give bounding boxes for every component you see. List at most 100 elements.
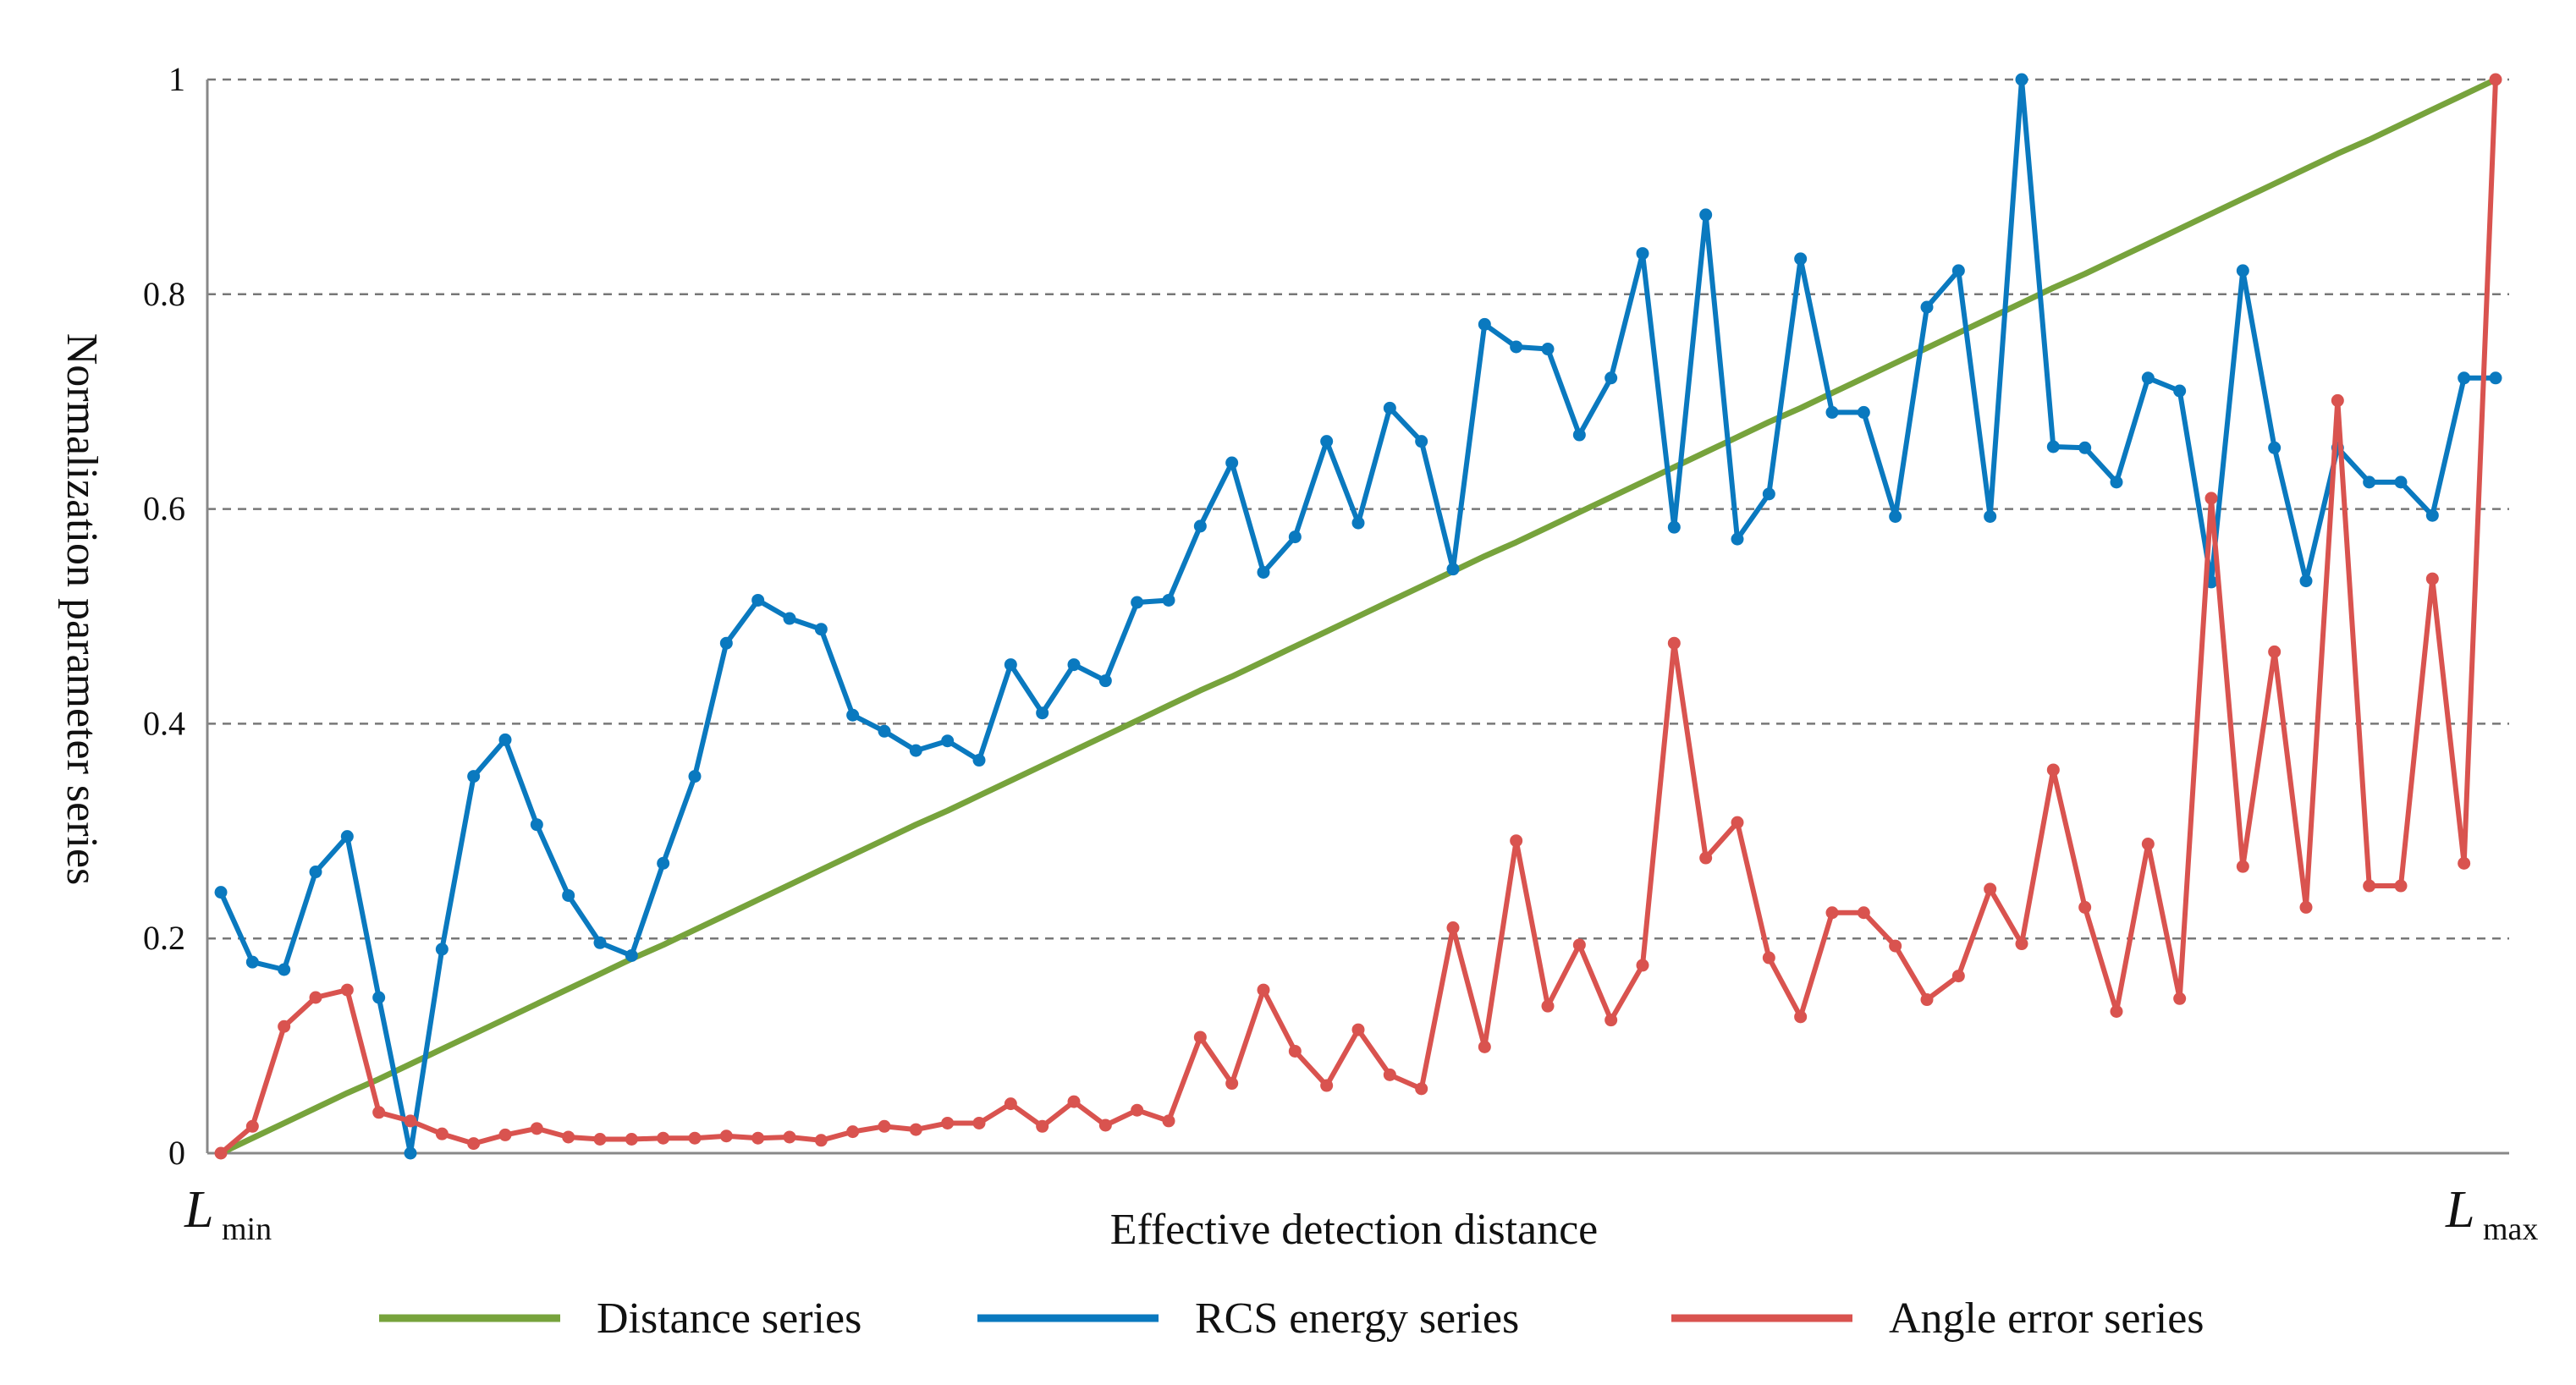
data-point — [2458, 371, 2471, 385]
data-point — [625, 1133, 638, 1146]
data-point — [783, 1130, 796, 1144]
series-layer — [214, 73, 2502, 1160]
data-point — [404, 1146, 417, 1160]
data-point — [467, 1137, 481, 1151]
data-point — [972, 1116, 986, 1129]
data-point — [1667, 636, 1681, 650]
data-point — [751, 1131, 765, 1145]
data-point — [1098, 1118, 1112, 1132]
data-point — [372, 991, 386, 1004]
data-point — [1351, 516, 1365, 530]
series-1 — [217, 76, 2499, 1157]
data-point — [1604, 1014, 1618, 1027]
data-point — [2268, 441, 2282, 454]
data-point — [2173, 384, 2187, 398]
data-point — [846, 1125, 860, 1139]
data-point — [719, 1129, 733, 1143]
data-point — [2363, 879, 2376, 893]
data-point — [783, 612, 796, 625]
data-point — [340, 830, 354, 844]
data-point — [1415, 435, 1428, 448]
data-point — [878, 724, 891, 738]
x-start-label: L min — [184, 1181, 272, 1247]
data-point — [1572, 428, 1586, 442]
data-point — [1541, 999, 1555, 1013]
data-point — [2141, 371, 2155, 385]
data-point — [688, 1131, 702, 1145]
data-point — [1288, 1044, 1302, 1058]
data-point — [2394, 475, 2408, 489]
data-point — [372, 1106, 386, 1119]
data-point — [1731, 816, 1744, 829]
data-point — [2110, 1004, 2123, 1018]
data-point — [1762, 487, 1775, 501]
data-point — [1920, 300, 1934, 314]
data-point — [530, 818, 543, 832]
data-point — [1510, 340, 1523, 354]
data-point — [2425, 572, 2439, 585]
data-point — [625, 949, 638, 963]
data-point — [2236, 264, 2249, 278]
data-point — [2046, 763, 2060, 777]
data-point — [1984, 882, 1997, 896]
data-point — [2110, 475, 2123, 489]
data-point — [1604, 371, 1618, 385]
y-tick-label: 0.8 — [143, 275, 185, 313]
data-point — [2078, 900, 2092, 914]
data-point — [593, 936, 607, 949]
data-point — [2489, 371, 2502, 385]
data-point — [1572, 938, 1586, 952]
data-point — [1636, 247, 1649, 261]
data-point — [1320, 1079, 1334, 1092]
data-point — [941, 1116, 955, 1129]
x-end-label-main: L — [2445, 1181, 2474, 1239]
data-point — [657, 856, 670, 870]
data-point — [1193, 1031, 1207, 1044]
data-point — [909, 1123, 922, 1136]
data-point — [278, 963, 291, 976]
data-point — [2299, 574, 2313, 588]
data-point — [1004, 1097, 1017, 1111]
data-point — [1036, 1119, 1049, 1133]
data-point — [435, 943, 449, 956]
legend-label-distance: Distance series — [597, 1294, 861, 1343]
data-point — [214, 886, 228, 899]
data-point — [719, 636, 733, 650]
data-point — [1731, 532, 1744, 546]
grid-lines — [207, 78, 2509, 940]
data-point — [435, 1127, 449, 1140]
data-point — [2489, 73, 2502, 86]
series-3 — [214, 73, 2502, 1160]
data-point — [1383, 401, 1396, 415]
data-point — [2173, 992, 2187, 1005]
data-point — [562, 1130, 575, 1144]
data-point — [245, 955, 259, 969]
data-point — [278, 1020, 291, 1033]
data-point — [2363, 475, 2376, 489]
data-point — [1541, 343, 1555, 356]
data-point — [1510, 834, 1523, 848]
data-point — [1667, 520, 1681, 534]
x-axis-title: Effective detection distance — [1110, 1206, 1599, 1254]
data-point — [245, 1119, 259, 1133]
data-point — [941, 734, 955, 748]
data-point — [1794, 252, 1808, 266]
x-end-label: L max — [2445, 1181, 2538, 1247]
legend-label-rcs: RCS energy series — [1195, 1294, 1519, 1343]
data-point — [214, 1146, 228, 1160]
data-point — [1920, 993, 1934, 1007]
data-point — [1257, 983, 1270, 997]
data-point — [1288, 530, 1302, 544]
data-point — [2236, 860, 2249, 873]
data-point — [751, 593, 765, 607]
data-point — [2331, 393, 2344, 407]
data-point — [1984, 509, 1997, 523]
legend-label-angle: Angle error series — [1889, 1294, 2204, 1343]
data-point — [2299, 900, 2313, 914]
data-point — [530, 1122, 543, 1135]
data-point — [2015, 73, 2028, 86]
data-point — [1351, 1023, 1365, 1036]
data-point — [1162, 1114, 1175, 1128]
data-point — [1131, 1103, 1144, 1117]
y-axis-title: Normalization parameter series — [58, 333, 106, 886]
